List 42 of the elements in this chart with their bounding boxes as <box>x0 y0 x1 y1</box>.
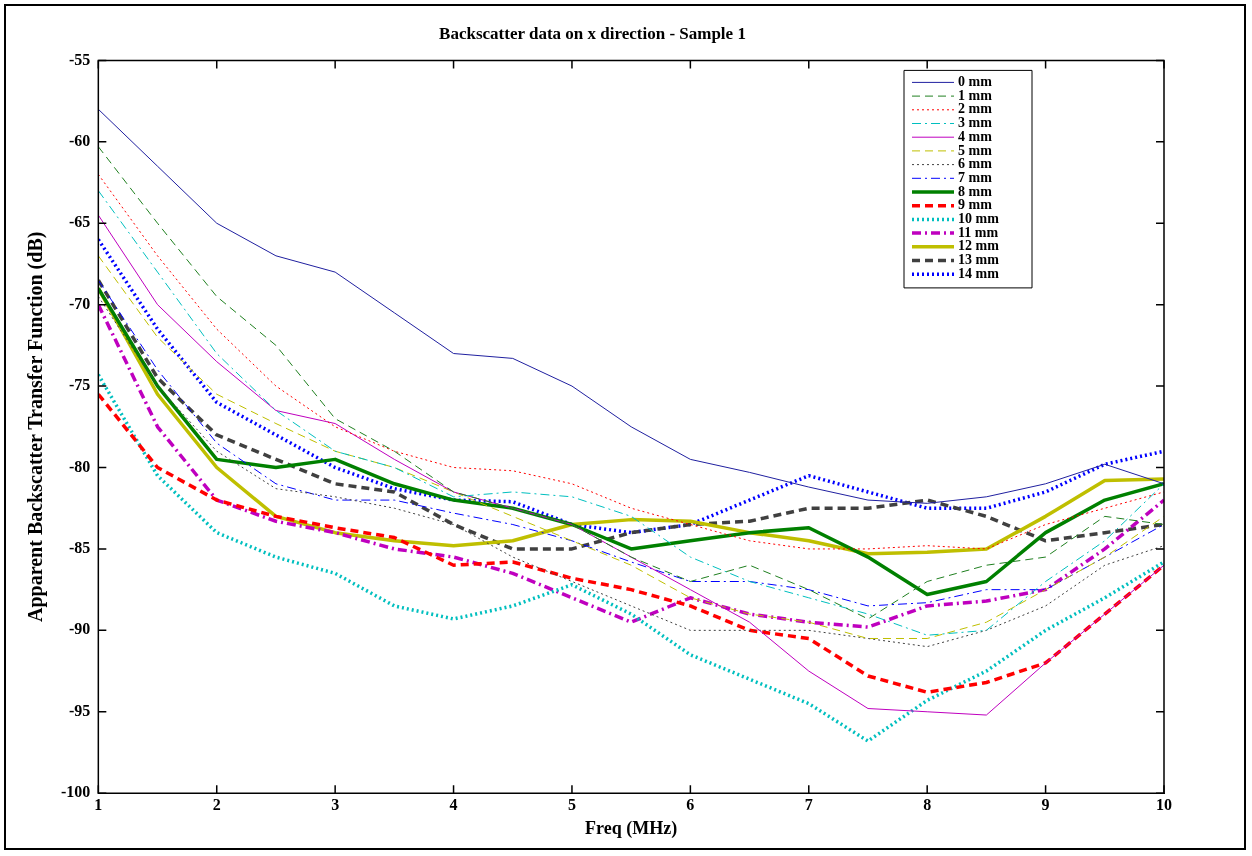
legend-label: 2 mm <box>958 101 993 117</box>
legend-label: 7 mm <box>958 169 993 185</box>
legend-label: 4 mm <box>958 128 993 144</box>
legend-label: 3 mm <box>958 115 993 131</box>
x-tick-label: 9 <box>1041 795 1050 813</box>
y-tick-label: -100 <box>61 783 91 801</box>
y-tick-label: -80 <box>69 457 91 475</box>
legend-label: 14 mm <box>958 265 1000 281</box>
y-axis-title: Apparent Backscatter Transfer Function (dB) <box>24 231 48 622</box>
x-tick-label: 3 <box>331 795 340 813</box>
legend-label: 12 mm <box>958 238 1000 254</box>
y-tick-label: -65 <box>69 213 91 231</box>
chart-title: Backscatter data on x direction - Sample 1 <box>439 23 746 43</box>
legend-label: 1 mm <box>958 87 993 103</box>
legend-label: 10 mm <box>958 211 1000 227</box>
line-series <box>98 237 1164 535</box>
y-tick-label: -90 <box>69 620 91 638</box>
y-tick-label: -95 <box>69 701 91 719</box>
legend-label: 5 mm <box>958 142 993 158</box>
legend-label: 9 mm <box>958 197 993 213</box>
line-series <box>98 392 1164 694</box>
legend-label: 13 mm <box>958 252 1000 268</box>
x-tick-label: 1 <box>94 795 103 813</box>
x-tick-label: 4 <box>449 795 458 813</box>
line-series <box>98 372 1164 743</box>
legend-label: 6 mm <box>958 156 993 172</box>
x-axis-title: Freq (MHz) <box>585 817 678 839</box>
line-series <box>98 173 1164 550</box>
y-tick-label: -85 <box>69 539 91 557</box>
legend-label: 8 mm <box>958 183 993 199</box>
x-tick-label: 10 <box>1156 795 1172 813</box>
x-tick-label: 7 <box>804 795 813 813</box>
x-tick-label: 5 <box>567 795 576 813</box>
x-tick-label: 2 <box>212 795 221 813</box>
y-tick-label: -70 <box>69 294 91 312</box>
x-tick-label: 6 <box>686 795 695 813</box>
legend-label: 11 mm <box>958 224 999 240</box>
y-tick-label: -60 <box>69 131 91 149</box>
y-tick-label: -55 <box>69 50 91 68</box>
x-tick-label: 8 <box>923 795 932 813</box>
y-tick-label: -75 <box>69 376 91 394</box>
legend-label: 0 mm <box>958 74 993 90</box>
